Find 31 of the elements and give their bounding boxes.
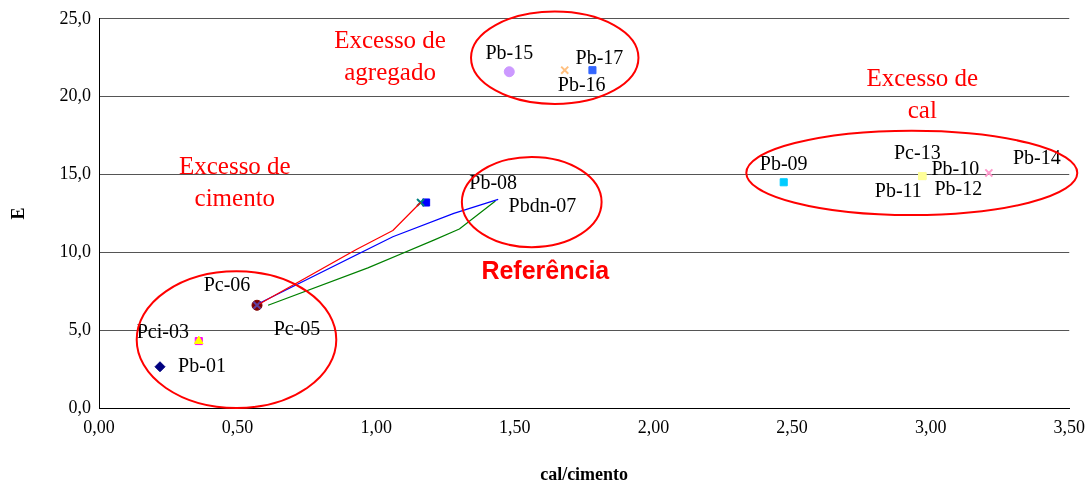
series-label: Pb-11 — [874, 179, 922, 202]
series-label: Pb-12 — [934, 177, 983, 200]
annotation: Excesso de agregado — [334, 26, 446, 86]
y-tick-label: 5,0 — [68, 318, 91, 339]
x-tick-label: 3,50 — [1053, 416, 1085, 437]
x-tick-label: 0,50 — [221, 416, 254, 437]
x-tick-label: 0,00 — [83, 416, 115, 437]
y-tick-label: 20,0 — [59, 85, 91, 106]
series-label: Pb-08 — [469, 170, 518, 193]
y-tick-label: 10,0 — [59, 241, 91, 262]
annotation: Referência — [481, 256, 611, 285]
series-label: Pc-06 — [203, 272, 251, 295]
annotation: Excesso de cal — [866, 63, 979, 123]
y-tick-label: 15,0 — [59, 163, 91, 184]
annotation: Excesso de cimento — [178, 152, 291, 212]
y-tick-label: 25,0 — [59, 7, 91, 28]
series-label: Pb-17 — [575, 46, 624, 69]
x-axis-title: cal/cimento — [540, 463, 629, 484]
series-label: Pb-16 — [557, 73, 606, 96]
series-label: Pbdn-07 — [508, 194, 577, 217]
x-tick-label: 2,50 — [776, 416, 808, 437]
x-tick-label: 1,00 — [360, 416, 392, 437]
x-tick-label: 1,50 — [499, 416, 531, 437]
y-axis-title: E — [8, 207, 29, 220]
series-label: Pb-01 — [178, 353, 226, 376]
series-label: Pb-09 — [759, 151, 808, 174]
series-label: Pb-14 — [1012, 146, 1061, 169]
y-tick-label: 0,0 — [68, 396, 91, 417]
x-tick-label: 3,00 — [914, 416, 947, 437]
x-tick-label: 2,00 — [637, 416, 670, 437]
series-label: Pb-15 — [485, 40, 534, 63]
